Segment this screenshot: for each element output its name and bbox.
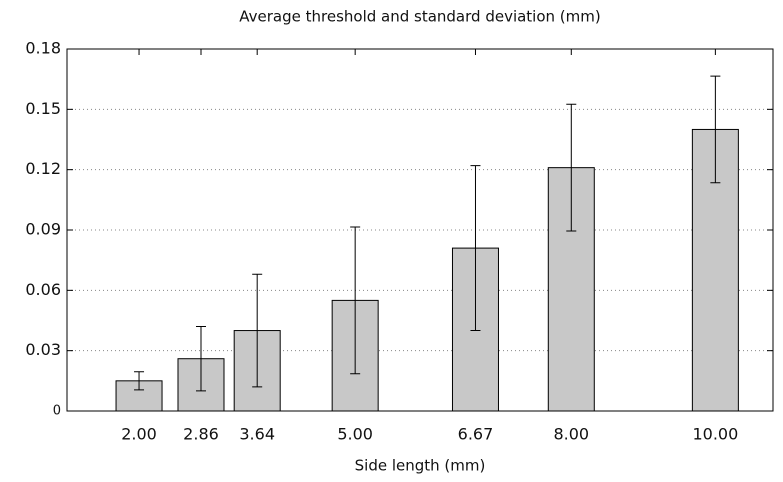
error-bar [134, 371, 145, 391]
x-tick-label: 8.00 [553, 425, 589, 444]
chart-title: Average threshold and standard deviation… [239, 8, 600, 26]
error-bar [470, 165, 481, 332]
error-bar [350, 226, 361, 375]
y-tick-label: 0.12 [25, 159, 61, 178]
x-tick-label: 2.86 [183, 425, 219, 444]
x-tick-label: 2.00 [121, 425, 157, 444]
x-tick-label: 5.00 [337, 425, 373, 444]
x-tick-label: 10.00 [692, 425, 738, 444]
bar [547, 167, 595, 412]
y-tick-label: 0.15 [25, 99, 61, 118]
error-bar [710, 75, 721, 184]
y-tick-label: 0 [53, 404, 61, 419]
x-axis-label: Side length (mm) [355, 457, 486, 475]
y-tick-label: 0.18 [25, 39, 61, 58]
x-tick-label: 6.67 [458, 425, 494, 444]
y-tick-label: 0.06 [25, 280, 61, 299]
error-bar [566, 103, 577, 232]
y-tick-label: 0.09 [25, 220, 61, 239]
plot-frame [66, 48, 774, 412]
error-bar [252, 273, 263, 388]
x-tick-label: 3.64 [239, 425, 275, 444]
y-tick-label: 0.03 [25, 340, 61, 359]
error-bar [195, 326, 206, 392]
